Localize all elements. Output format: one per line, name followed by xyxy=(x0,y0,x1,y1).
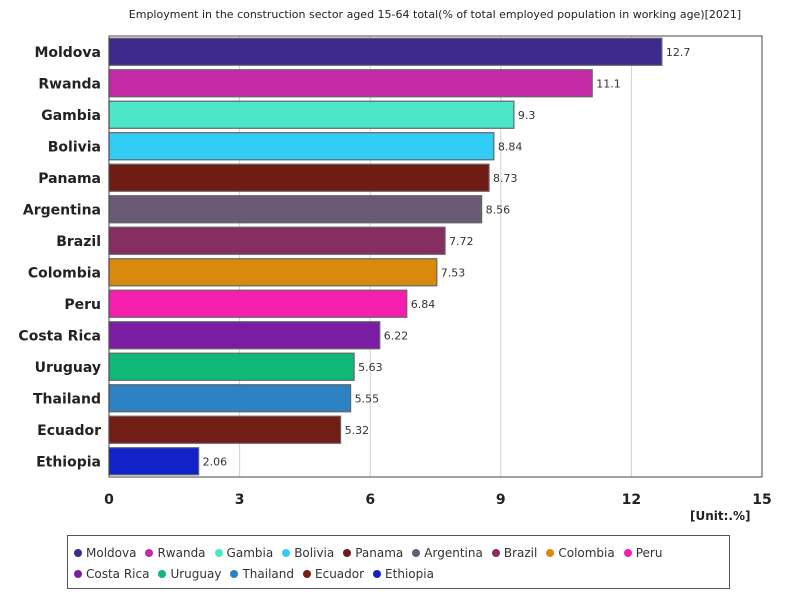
chart-title: Employment in the construction sector ag… xyxy=(128,8,742,21)
category-label: Rwanda xyxy=(38,76,101,92)
legend-item: Ecuador xyxy=(303,563,364,584)
category-label: Uruguay xyxy=(35,360,101,376)
legend-label: Ethiopia xyxy=(385,566,434,581)
legend-item: Brazil xyxy=(491,542,538,563)
bar-thailand xyxy=(108,384,352,413)
category-label: Brazil xyxy=(56,234,101,250)
value-label: 12.7 xyxy=(666,46,691,59)
bar-ethiopia xyxy=(108,447,200,476)
category-label: Thailand xyxy=(33,391,101,407)
category-label: Ecuador xyxy=(37,423,101,439)
legend-label: Bolivia xyxy=(294,545,335,560)
legend-swatch xyxy=(158,569,167,578)
bar-brazil xyxy=(108,226,446,255)
value-label: 8.84 xyxy=(498,140,523,153)
legend-label: Rwanda xyxy=(157,545,206,560)
legend-swatch xyxy=(546,548,555,557)
legend-item: Gambia xyxy=(214,542,274,563)
legend-swatch xyxy=(74,548,82,557)
legend-swatch xyxy=(230,569,239,578)
legend-item: Peru xyxy=(623,542,663,563)
bar-chart: 12.7 Moldova 11.1 Rwanda 9.3 Gambia 8.84 Bolivi… xyxy=(18,35,772,508)
value-label: 11.1 xyxy=(596,77,621,90)
legend-item: Uruguay xyxy=(158,563,221,584)
bar-panama xyxy=(108,163,490,192)
bar-peru xyxy=(108,289,408,318)
category-label: Ethiopia xyxy=(36,454,101,470)
value-label: 2.06 xyxy=(203,455,228,468)
value-label: 5.63 xyxy=(358,361,383,374)
value-label: 7.53 xyxy=(441,266,466,279)
legend-label: Panama xyxy=(355,545,404,560)
legend-label: Argentina xyxy=(424,545,483,560)
x-tick-label: 3 xyxy=(235,492,245,508)
x-tick-label: 9 xyxy=(496,492,506,508)
legend-label: Colombia xyxy=(558,545,615,560)
unit-label: [Unit:.%] xyxy=(690,509,751,523)
legend-swatch xyxy=(373,569,382,578)
legend-swatch xyxy=(145,548,154,557)
legend-item: Colombia xyxy=(546,542,615,563)
x-tick-label: 6 xyxy=(365,492,375,508)
legend-swatch xyxy=(343,548,352,557)
value-label: 8.73 xyxy=(493,172,518,185)
category-label: Peru xyxy=(64,297,101,313)
x-tick-label: 12 xyxy=(622,492,641,508)
value-label: 6.22 xyxy=(384,329,409,342)
value-label: 9.3 xyxy=(518,109,536,122)
legend-label: Costa Rica xyxy=(86,566,150,581)
legend-item: Bolivia xyxy=(282,542,334,563)
legend-swatch xyxy=(491,548,500,557)
bar-costa-rica xyxy=(108,321,381,350)
legend-label: Moldova xyxy=(86,545,137,560)
legend-label: Brazil xyxy=(503,545,538,560)
value-label: 7.72 xyxy=(449,235,474,248)
legend-label: Gambia xyxy=(226,545,274,560)
legend-label: Ecuador xyxy=(315,566,365,581)
x-tick-label: 0 xyxy=(104,492,114,508)
legend-swatch xyxy=(214,548,223,557)
legend-swatch xyxy=(74,569,82,578)
legend-item: Thailand xyxy=(230,563,294,584)
legend-swatch xyxy=(623,548,632,557)
legend-item: Rwanda xyxy=(145,542,206,563)
bar-colombia xyxy=(108,258,438,287)
legend-item: Moldova xyxy=(74,542,136,563)
category-label: Bolivia xyxy=(48,139,101,155)
bar-bolivia xyxy=(108,132,495,161)
legend-swatch xyxy=(282,548,291,557)
legend-label: Thailand xyxy=(242,566,295,581)
bar-uruguay xyxy=(108,352,355,381)
legend-items: Moldova Rwanda Gambia Bolivia Panama Argentin… xyxy=(74,542,723,584)
bar-ecuador xyxy=(108,415,342,444)
category-label: Panama xyxy=(38,171,101,187)
value-label: 8.56 xyxy=(486,203,511,216)
bar-rwanda xyxy=(108,69,593,98)
plot-border xyxy=(108,35,763,478)
legend-item: Argentina xyxy=(412,542,483,563)
category-label: Argentina xyxy=(23,202,101,218)
bar-argentina xyxy=(108,195,483,224)
value-label: 5.32 xyxy=(345,424,370,437)
value-label: 5.55 xyxy=(355,392,380,405)
category-label: Moldova xyxy=(34,45,101,61)
legend-item: Ethiopia xyxy=(373,563,434,584)
legend: Moldova Rwanda Gambia Bolivia Panama Argentin… xyxy=(67,535,730,589)
legend-item: Costa Rica xyxy=(74,563,149,584)
legend-label: Uruguay xyxy=(170,566,222,581)
legend-swatch xyxy=(303,569,312,578)
value-label: 6.84 xyxy=(411,298,436,311)
category-label: Colombia xyxy=(28,265,101,281)
category-label: Costa Rica xyxy=(18,328,101,344)
category-label: Gambia xyxy=(41,108,101,124)
legend-swatch xyxy=(412,548,421,557)
bar-gambia xyxy=(108,100,515,129)
legend-item: Panama xyxy=(343,542,403,563)
legend-label: Peru xyxy=(635,545,663,560)
x-tick-label: 15 xyxy=(752,492,771,508)
bar-moldova xyxy=(108,37,663,66)
